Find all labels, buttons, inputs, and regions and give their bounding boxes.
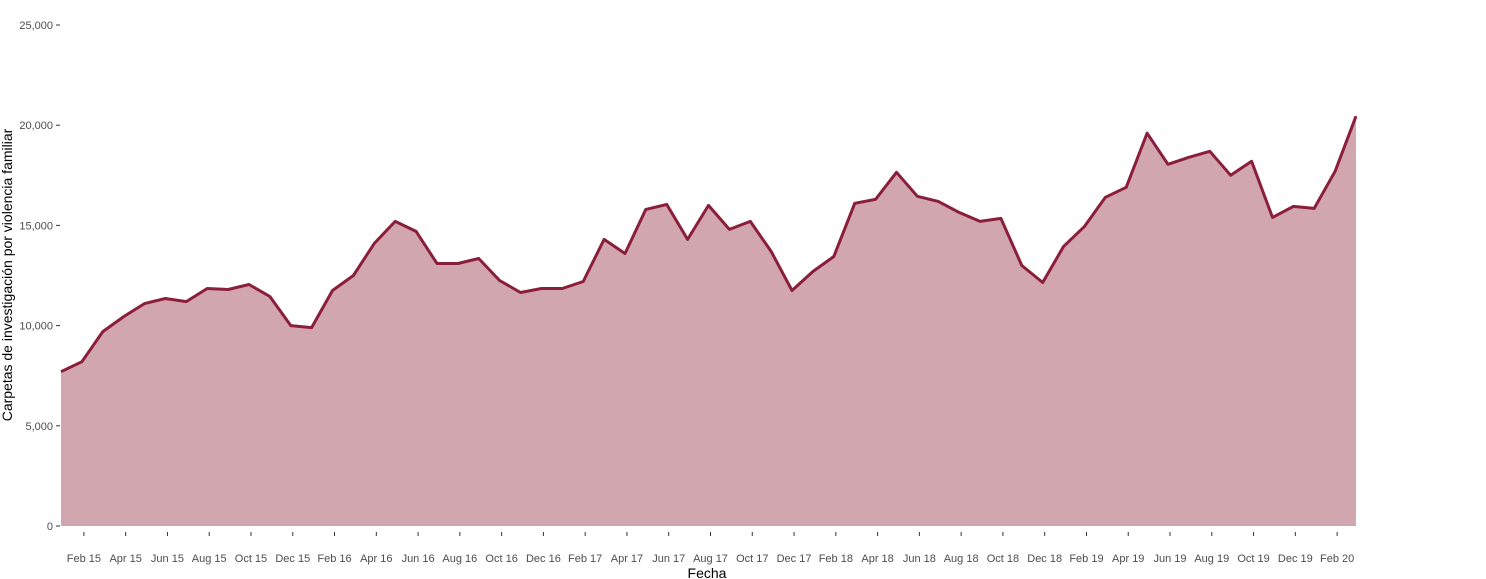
x-axis-title: Fecha: [688, 565, 727, 579]
x-tick-label: Feb 15: [67, 553, 101, 565]
x-tick-label: Oct 15: [235, 553, 267, 565]
x-tick-label: Jun 15: [151, 553, 184, 565]
plot-area: [60, 115, 1358, 526]
y-tick-label: 5,000: [25, 421, 53, 433]
y-tick-label: 15,000: [19, 220, 53, 232]
y-axis-title: Carpetas de investigación por violencia …: [0, 128, 15, 421]
x-tick-label: Aug 17: [693, 553, 728, 565]
x-tick-label: Jun 18: [903, 553, 936, 565]
x-tick-label: Apr 15: [109, 553, 141, 565]
x-tick-label: Oct 19: [1237, 553, 1269, 565]
x-tick-label: Apr 16: [360, 553, 392, 565]
x-tick-label: Feb 18: [819, 553, 853, 565]
x-tick-label: Feb 16: [317, 553, 351, 565]
x-tick-label: Aug 18: [944, 553, 979, 565]
x-tick-label: Jun 19: [1154, 553, 1187, 565]
x-tick-label: Aug 19: [1194, 553, 1229, 565]
y-tick-label: 0: [47, 521, 53, 533]
x-tick-label: Apr 19: [1112, 553, 1144, 565]
x-axis: Feb 15 Apr 15 Jun 15 Aug 15 Oct 15 Dec 15 Feb …: [67, 532, 1354, 565]
y-tick-label: 20,000: [19, 120, 53, 132]
area-fill: [61, 116, 1356, 526]
x-tick-label: Dec 19: [1278, 553, 1313, 565]
x-tick-label: Oct 18: [987, 553, 1019, 565]
x-tick-label: Apr 17: [611, 553, 643, 565]
x-tick-label: Apr 18: [861, 553, 893, 565]
series-line: [60, 115, 1358, 374]
x-tick-label: Dec 17: [777, 553, 812, 565]
x-tick-label: Feb 20: [1320, 553, 1354, 565]
x-tick-label: Dec 15: [275, 553, 310, 565]
x-tick-label: Jun 17: [652, 553, 685, 565]
x-tick-label: Oct 17: [736, 553, 768, 565]
x-tick-label: Oct 16: [485, 553, 517, 565]
y-tick-label: 10,000: [19, 321, 53, 333]
x-tick-label: Dec 16: [526, 553, 561, 565]
x-tick-label: Aug 16: [442, 553, 477, 565]
x-tick-label: Feb 17: [568, 553, 602, 565]
y-tick-label: 25,000: [19, 20, 53, 32]
y-axis: 0 5,000 10,000 15,000 20,000 25,000: [19, 20, 60, 533]
x-tick-label: Dec 18: [1027, 553, 1062, 565]
x-tick-label: Feb 19: [1069, 553, 1103, 565]
x-tick-label: Jun 16: [402, 553, 435, 565]
x-tick-label: Aug 15: [192, 553, 227, 565]
